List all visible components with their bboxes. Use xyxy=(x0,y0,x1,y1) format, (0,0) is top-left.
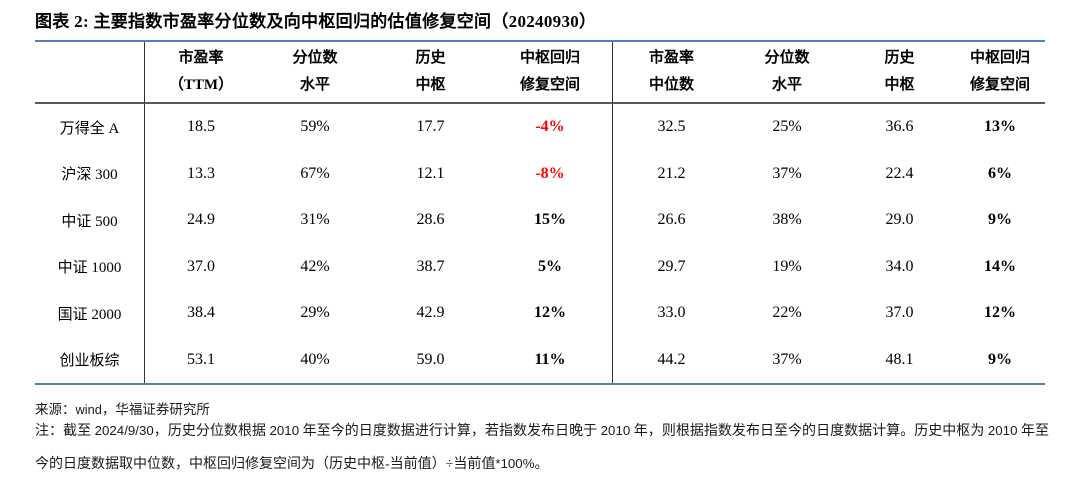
table-cell: 25% xyxy=(772,118,802,136)
table-cell: 37% xyxy=(772,164,802,182)
table-cell: 59% xyxy=(300,118,330,136)
table-cell: 29% xyxy=(300,304,330,322)
table-cell: 24.9 xyxy=(187,211,215,229)
table-cell: 17.7 xyxy=(416,118,445,136)
table-cell: 53.1 xyxy=(187,350,215,368)
source-line: 来源：wind，华福证券研究所 xyxy=(35,402,210,417)
header-pe-ttm: 市盈率 （TTM） xyxy=(145,42,257,104)
table-cell: 22.4 xyxy=(885,164,914,182)
header-line: 水平 xyxy=(299,77,330,93)
table-cell: 29.0 xyxy=(885,211,914,229)
table-cell: 6% xyxy=(988,164,1012,182)
row-label: 中证 500 xyxy=(35,197,145,244)
header-line: 中枢 xyxy=(415,77,446,93)
header-line: 历史 xyxy=(415,50,446,66)
header-line: 中枢回归 xyxy=(969,50,1030,66)
header-hist-center-left: 历史 中枢 xyxy=(373,42,488,104)
table-cell: 42.9 xyxy=(416,304,445,322)
table-cell: 37.0 xyxy=(885,304,914,322)
row-label: 中证 1000 xyxy=(35,243,145,290)
row-label: 创业板综 xyxy=(35,336,145,383)
table-cell: 15% xyxy=(534,211,566,229)
table-cell: 22% xyxy=(772,304,802,322)
pe-percentile-table: 市盈率 （TTM） 分位数 水平 历史 中枢 中枢回归 修复空间 市盈率 中位数… xyxy=(35,40,1045,385)
table-cell: 31% xyxy=(300,211,330,229)
table-cell: 12% xyxy=(984,304,1016,322)
table-cell: 13% xyxy=(984,118,1016,136)
table-cell: 37.0 xyxy=(187,257,215,275)
table-cell: 18.5 xyxy=(187,118,215,136)
table-cell: -4% xyxy=(535,118,565,136)
table-cell: 38% xyxy=(772,211,802,229)
table-cell: 36.6 xyxy=(885,118,914,136)
table-cell: 42% xyxy=(300,257,330,275)
header-pe-median: 市盈率 中位数 xyxy=(612,42,730,104)
table-cell: 67% xyxy=(300,164,330,182)
table-cell: 21.2 xyxy=(612,150,730,197)
figure-title: 图表 2: 主要指数市盈率分位数及向中枢回归的估值修复空间（20240930） xyxy=(35,12,597,31)
header-line: 市盈率 xyxy=(648,50,694,66)
table-cell: 19% xyxy=(772,257,802,275)
header-repair-space-right: 中枢回归 修复空间 xyxy=(955,42,1045,104)
table-cell: 34.0 xyxy=(885,257,914,275)
table-cell: 33.0 xyxy=(612,290,730,337)
header-line: 水平 xyxy=(771,77,802,93)
header-repair-space-left: 中枢回归 修复空间 xyxy=(488,42,612,104)
table-cell: 14% xyxy=(984,257,1016,275)
header-line: 修复空间 xyxy=(969,77,1030,93)
header-percentile-right: 分位数 水平 xyxy=(730,42,844,104)
row-label: 沪深 300 xyxy=(35,150,145,197)
header-line: 中枢 xyxy=(884,77,915,93)
header-line: 中枢回归 xyxy=(519,50,580,66)
table-cell: 5% xyxy=(538,257,562,275)
header-line: 修复空间 xyxy=(519,77,580,93)
table-cell: 59.0 xyxy=(416,350,445,368)
corner-cell xyxy=(35,42,145,104)
header-hist-center-right: 历史 中枢 xyxy=(844,42,955,104)
row-label: 万得全 A xyxy=(35,104,145,151)
table-cell: 29.7 xyxy=(612,243,730,290)
table-cell: 38.7 xyxy=(416,257,445,275)
table-cell: 12% xyxy=(534,304,566,322)
header-percentile-left: 分位数 水平 xyxy=(257,42,373,104)
table-cell: 48.1 xyxy=(885,350,914,368)
table-cell: 9% xyxy=(988,211,1012,229)
header-line: 中位数 xyxy=(648,77,694,93)
row-label: 国证 2000 xyxy=(35,290,145,337)
header-line: 分位数 xyxy=(292,50,338,66)
note-line: 注：截至 2024/9/30，历史分位数根据 2010 年至今的日度数据进行计算… xyxy=(35,423,1050,472)
table-cell: 26.6 xyxy=(612,197,730,244)
table-cell: 13.3 xyxy=(187,164,215,182)
table-cell: -8% xyxy=(535,164,565,182)
table-cell: 12.1 xyxy=(416,164,445,182)
table-cell: 9% xyxy=(988,350,1012,368)
table-cell: 28.6 xyxy=(416,211,445,229)
header-line: 分位数 xyxy=(764,50,810,66)
table-cell: 44.2 xyxy=(612,336,730,383)
table-cell: 40% xyxy=(300,350,330,368)
table-cell: 11% xyxy=(534,350,566,368)
header-line: 市盈率 xyxy=(178,50,224,66)
table-cell: 32.5 xyxy=(612,104,730,151)
header-line: （TTM） xyxy=(168,77,234,93)
header-line: 历史 xyxy=(884,50,915,66)
table-cell: 37% xyxy=(772,350,802,368)
table-cell: 38.4 xyxy=(187,304,215,322)
